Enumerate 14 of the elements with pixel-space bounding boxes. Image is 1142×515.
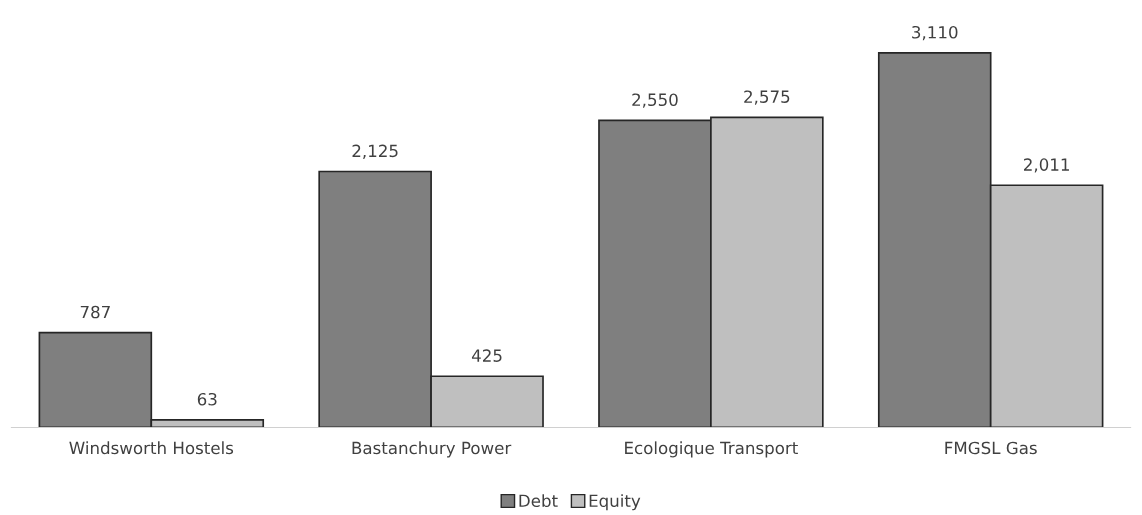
data-label: 3,110 [912, 25, 958, 41]
data-label: 63 [197, 392, 217, 406]
x-tick-label: FMGSL Gas [945, 441, 1037, 455]
legend-label: Equity [589, 494, 641, 511]
legend-label: Debt [519, 494, 558, 508]
x-tick-label: Bastanchury Power [352, 441, 512, 458]
data-label: 425 [471, 349, 502, 362]
data-label: 2,575 [744, 90, 790, 105]
data-label: 787 [80, 305, 110, 319]
data-label: 2,550 [632, 93, 678, 108]
x-tick-label: Windsworth Hostels [69, 441, 234, 455]
x-tick-label: Ecologique Transport [625, 441, 798, 458]
data-label: 2,125 [352, 144, 398, 159]
data-label: 2,011 [1024, 158, 1069, 173]
